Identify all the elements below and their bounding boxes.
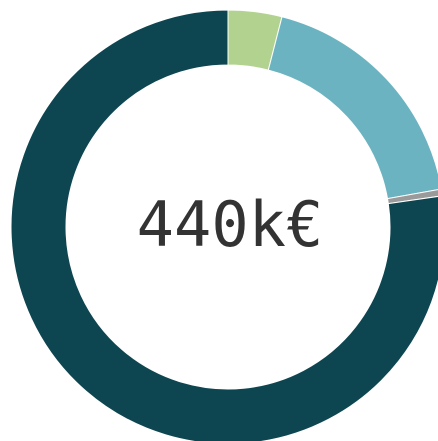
donut-slice — [10, 9, 438, 441]
donut — [10, 9, 438, 441]
donut-slice — [267, 16, 438, 200]
center-label: 440k€ — [137, 188, 324, 261]
